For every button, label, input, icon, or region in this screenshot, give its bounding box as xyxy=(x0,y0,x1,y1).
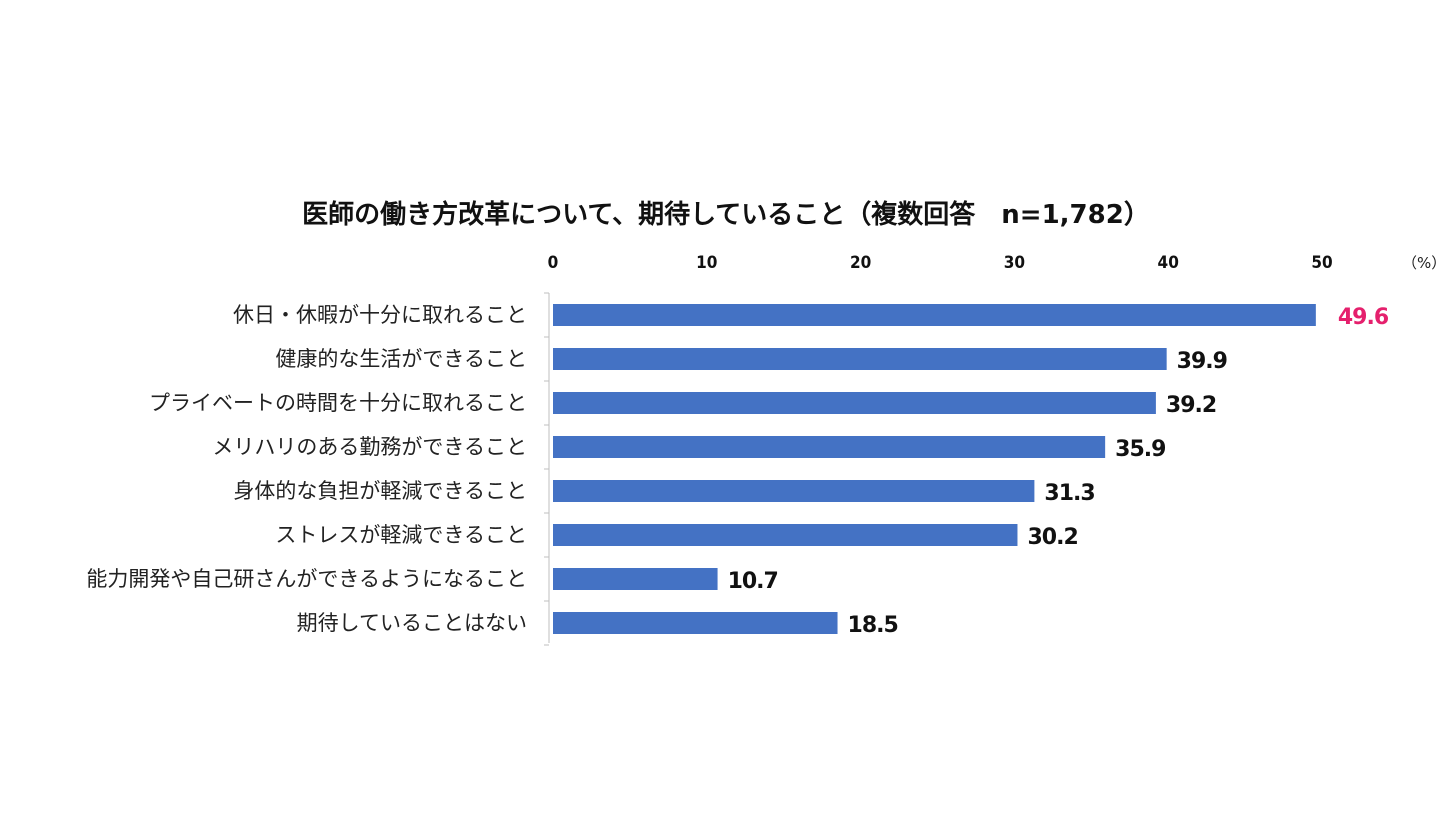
bar xyxy=(553,392,1156,414)
category-label: 期待していることはない xyxy=(297,611,527,635)
category-label: 健康的な生活ができること xyxy=(275,347,527,371)
category-label: 能力開発や自己研さんができるようになること xyxy=(86,567,527,591)
x-tick-label: 10 xyxy=(696,253,717,273)
bar xyxy=(553,348,1167,370)
category-label: 休日・休暇が十分に取れること xyxy=(233,303,527,327)
value-label: 35.9 xyxy=(1115,437,1165,462)
value-label: 49.6 xyxy=(1338,305,1389,330)
unit-label: （%） xyxy=(1402,254,1447,272)
category-label: メリハリのある勤務ができること xyxy=(212,435,527,459)
x-tick-label: 30 xyxy=(1004,253,1025,273)
value-label: 31.3 xyxy=(1044,481,1094,506)
category-label: プライベートの時間を十分に取れること xyxy=(149,391,527,415)
x-tick-label: 0 xyxy=(548,253,559,273)
value-label: 18.5 xyxy=(848,613,898,638)
bar xyxy=(553,568,718,590)
category-label: ストレスが軽減できること xyxy=(275,523,527,547)
category-label: 身体的な負担が軽減できること xyxy=(233,479,527,503)
bar xyxy=(553,612,838,634)
x-tick-label: 40 xyxy=(1158,253,1179,273)
bar xyxy=(553,304,1316,326)
value-label: 30.2 xyxy=(1027,525,1077,550)
bar xyxy=(553,436,1106,458)
bar xyxy=(553,480,1035,502)
x-tick-label: 20 xyxy=(850,253,871,273)
value-label: 39.9 xyxy=(1177,349,1227,374)
value-label: 39.2 xyxy=(1166,393,1216,418)
value-label: 10.7 xyxy=(728,569,778,594)
chart-title: 医師の働き方改革について、期待していること（複数回答 n=1,782） xyxy=(302,200,1150,230)
x-tick-label: 50 xyxy=(1311,253,1332,273)
bar xyxy=(553,524,1018,546)
